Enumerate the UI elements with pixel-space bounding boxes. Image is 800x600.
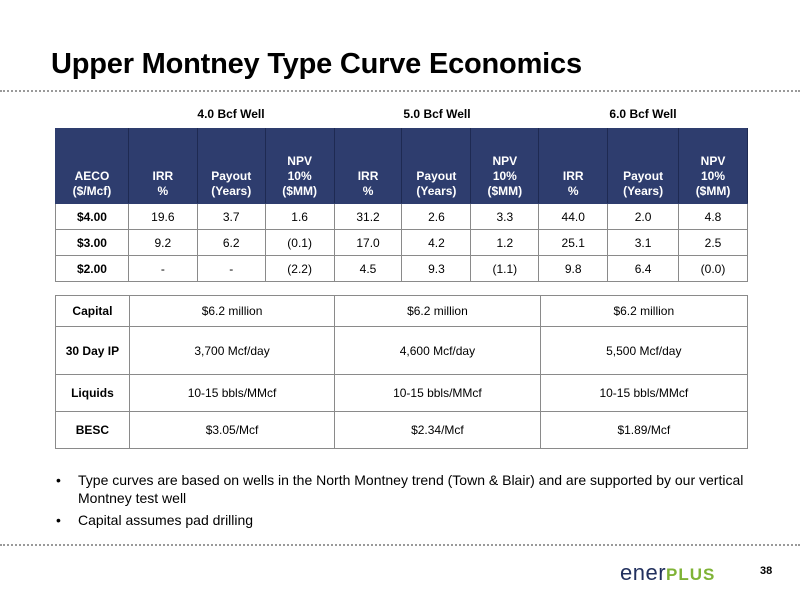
table-cell: 4.5	[333, 255, 403, 282]
table-row: BESC $3.05/Mcf $2.34/Mcf $1.89/Mcf	[55, 411, 749, 449]
table-cell: -	[196, 255, 266, 282]
table-cell: 10-15 bbls/MMcf	[539, 374, 749, 412]
economics-header-row: AECO ($/Mcf) IRR% Payout (Years) NPV 10% ($M…	[55, 128, 748, 204]
table-cell: 10-15 bbls/MMcf	[334, 374, 541, 412]
logo-ener: ener	[620, 560, 667, 585]
table-cell: 3,700 Mcf/day	[128, 326, 336, 375]
table-cell: 5,500 Mcf/day	[539, 326, 749, 375]
table-cell: 6.2	[196, 229, 266, 256]
header-npv: NPV 10% ($MM)	[264, 128, 335, 204]
header-irr: IRR%	[538, 128, 609, 204]
table-cell: 3.7	[196, 203, 266, 230]
table-cell: 3.3	[470, 203, 540, 230]
header-npv: NPV 10% ($MM)	[678, 128, 748, 204]
table-row: 30 Day IP 3,700 Mcf/day 4,600 Mcf/day 5,…	[55, 326, 749, 375]
bullet-icon: •	[56, 472, 61, 488]
table-cell: $1.89/Mcf	[539, 411, 749, 449]
list-item: • Capital assumes pad drilling	[56, 511, 756, 529]
logo-plus: PLUS	[666, 565, 716, 584]
table-cell: 4.2	[401, 229, 472, 256]
header-npv: NPV 10% ($MM)	[470, 128, 540, 204]
table-cell: (2.2)	[264, 255, 335, 282]
aeco-price-cell: $2.00	[55, 255, 129, 282]
table-cell: $3.05/Mcf	[128, 411, 336, 449]
table-cell: (1.1)	[470, 255, 540, 282]
table-row: Capital $6.2 million $6.2 million $6.2 m…	[55, 295, 749, 327]
table-row: $4.00 19.6 3.7 1.6 31.2 2.6 3.3 44.0 2.0…	[55, 203, 748, 230]
table-cell: 44.0	[538, 203, 609, 230]
row-label-liquids: Liquids	[55, 374, 130, 412]
notes-list: • Type curves are based on wells in the …	[56, 471, 756, 533]
table-cell: 1.6	[264, 203, 335, 230]
header-aeco: AECO ($/Mcf)	[55, 128, 129, 204]
header-payout: Payout (Years)	[607, 128, 680, 204]
table-row: $2.00 - - (2.2) 4.5 9.3 (1.1) 9.8 6.4 (0…	[55, 255, 748, 282]
table-cell: 3.1	[607, 229, 680, 256]
table-cell: 4.8	[678, 203, 748, 230]
aeco-price-cell: $4.00	[55, 203, 129, 230]
table-cell: 25.1	[538, 229, 609, 256]
table-cell: (0.0)	[678, 255, 748, 282]
table-cell: 2.0	[607, 203, 680, 230]
title-divider	[0, 90, 800, 92]
table-cell: $6.2 million	[334, 295, 541, 327]
aeco-price-cell: $3.00	[55, 229, 129, 256]
table-cell: $6.2 million	[539, 295, 749, 327]
group-header-6bcf: 6.0 Bcf Well	[609, 107, 677, 121]
page-number: 38	[760, 565, 773, 577]
table-cell: 2.5	[678, 229, 748, 256]
group-header-4bcf: 4.0 Bcf Well	[197, 107, 265, 121]
table-cell: 10-15 bbls/MMcf	[128, 374, 336, 412]
list-item: • Type curves are based on wells in the …	[56, 471, 756, 507]
cost-table: Capital $6.2 million $6.2 million $6.2 m…	[55, 295, 749, 449]
table-cell: 17.0	[333, 229, 403, 256]
header-irr: IRR%	[333, 128, 403, 204]
table-cell: 2.6	[401, 203, 472, 230]
row-label-30-day-ip: 30 Day IP	[55, 326, 130, 375]
table-cell: $6.2 million	[128, 295, 336, 327]
group-header-5bcf: 5.0 Bcf Well	[403, 107, 471, 121]
table-cell: (0.1)	[264, 229, 335, 256]
table-cell: $2.34/Mcf	[334, 411, 541, 449]
header-payout: Payout (Years)	[196, 128, 266, 204]
table-cell: 19.6	[127, 203, 198, 230]
economics-table: AECO ($/Mcf) IRR% Payout (Years) NPV 10% ($M…	[55, 128, 748, 282]
table-cell: 9.8	[538, 255, 609, 282]
row-label-capital: Capital	[55, 295, 130, 327]
page-title: Upper Montney Type Curve Economics	[51, 48, 582, 80]
table-cell: -	[127, 255, 198, 282]
bullet-text: Type curves are based on wells in the No…	[78, 472, 744, 506]
table-cell: 9.3	[401, 255, 472, 282]
bullet-text: Capital assumes pad drilling	[78, 512, 254, 528]
bullet-icon: •	[56, 512, 61, 528]
header-payout: Payout (Years)	[401, 128, 472, 204]
table-cell: 4,600 Mcf/day	[334, 326, 541, 375]
footer-divider	[0, 544, 800, 546]
table-row: $3.00 9.2 6.2 (0.1) 17.0 4.2 1.2 25.1 3.…	[55, 229, 748, 256]
table-row: Liquids 10-15 bbls/MMcf 10-15 bbls/MMcf …	[55, 374, 749, 412]
header-irr: IRR%	[127, 128, 198, 204]
table-cell: 6.4	[607, 255, 680, 282]
row-label-besc: BESC	[55, 411, 130, 449]
table-cell: 9.2	[127, 229, 198, 256]
enerplus-logo: enerPLUS	[620, 560, 715, 586]
table-cell: 31.2	[333, 203, 403, 230]
table-cell: 1.2	[470, 229, 540, 256]
